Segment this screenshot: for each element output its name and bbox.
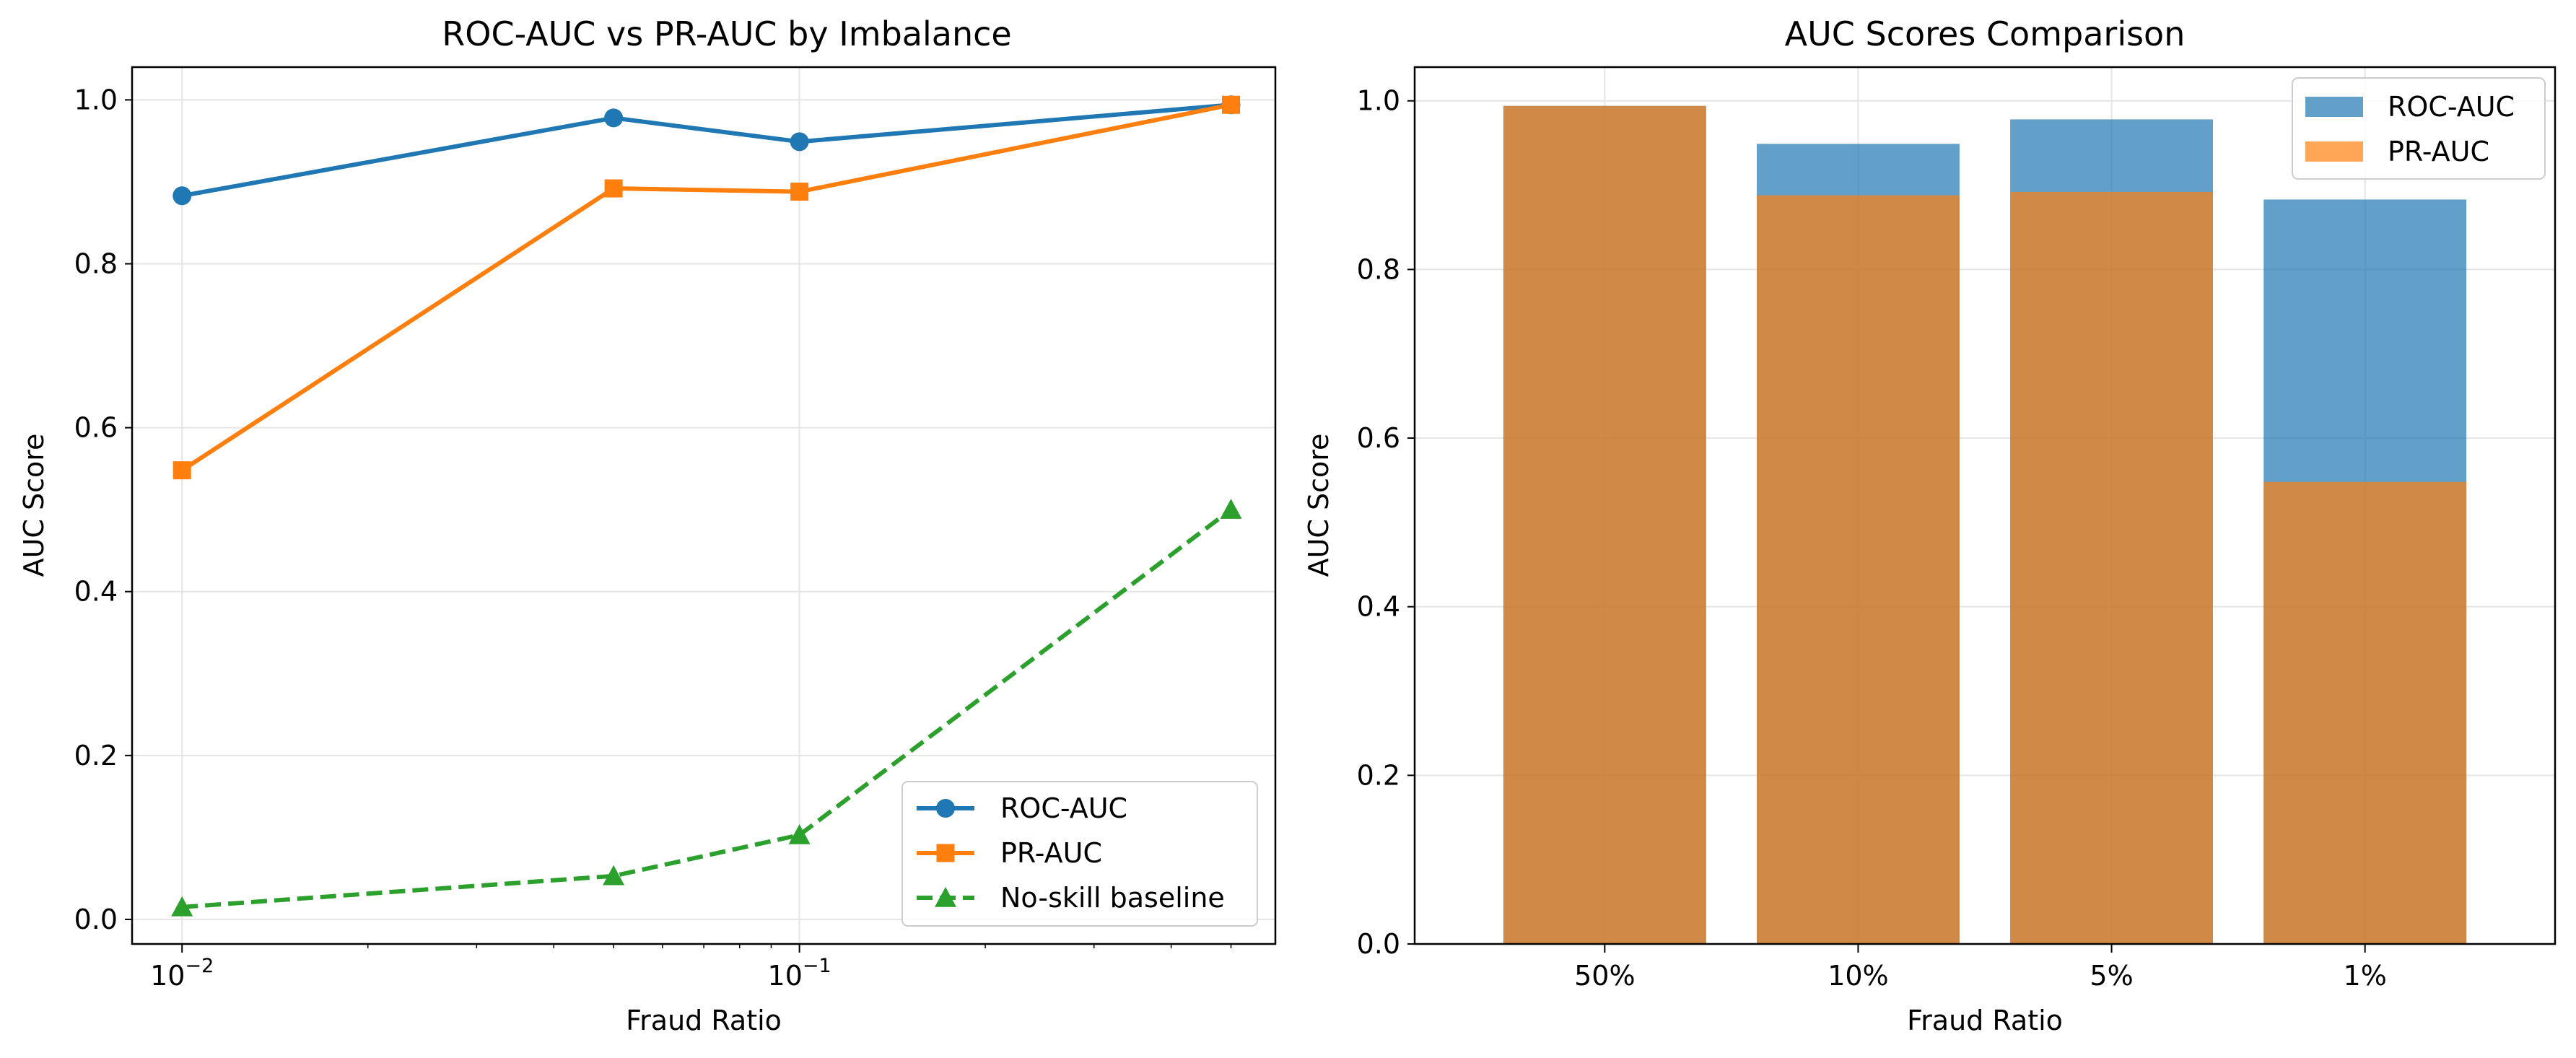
left-data-point	[790, 132, 809, 152]
right-x-tick-label: 10%	[1828, 960, 1888, 992]
left-series-2	[171, 499, 1242, 917]
left-x-tick-label: 10−2	[150, 955, 214, 992]
right-y-tick-label: 0.6	[1357, 422, 1400, 454]
left-legend-item: PR-AUC	[917, 837, 1102, 869]
right-x-tick-label: 1%	[2344, 960, 2387, 992]
right-y-tick-label: 0.0	[1357, 928, 1400, 960]
right-x-axis-label: Fraud Ratio	[1907, 1005, 2063, 1036]
bar	[2263, 481, 2467, 944]
left-data-point	[603, 865, 625, 886]
right-x-tick-label: 5%	[2090, 960, 2133, 992]
left-y-tick-label: 0.6	[74, 412, 118, 444]
left-legend-box	[901, 781, 1258, 927]
left-legend-item: No-skill baseline	[917, 882, 1225, 914]
right-plot-frame	[1413, 66, 2557, 945]
left-series-line	[182, 507, 1233, 909]
left-x-axis-label: Fraud Ratio	[626, 1005, 782, 1036]
left-legend-marker	[936, 844, 955, 862]
right-y-tick-label: 0.4	[1357, 591, 1400, 623]
left-x-tick-base: 10	[768, 960, 803, 992]
left-y-tick-label: 0.0	[74, 904, 118, 935]
left-legend-item: ROC-AUC	[917, 792, 1127, 824]
left-data-point	[788, 823, 811, 844]
left-legend-marker	[936, 799, 955, 818]
right-y-axis-label: AUC Score	[1303, 434, 1335, 577]
left-data-point	[1222, 95, 1241, 114]
right-bars-group	[1503, 105, 2467, 945]
right-legend-item: ROC-AUC	[2305, 91, 2515, 123]
left-data-point	[173, 186, 192, 206]
left-legend: ROC-AUC PR-AUC No-skill baseline	[901, 781, 1258, 927]
bar	[1757, 195, 1960, 945]
left-series-1	[173, 95, 1241, 480]
left-y-axis-label: AUC Score	[18, 434, 50, 577]
right-legend-label: PR-AUC	[2388, 136, 2489, 167]
left-ticks: 0.00.20.40.60.81.010−2 10−1	[74, 84, 1232, 992]
left-series-group	[171, 95, 1242, 917]
right-bar-series-1	[1503, 105, 2467, 945]
right-chart-title: AUC Scores Comparison	[1785, 14, 2186, 53]
left-data-point	[1220, 499, 1242, 519]
left-y-tick-label: 1.0	[74, 84, 118, 115]
left-data-point	[604, 179, 623, 198]
left-series-line	[180, 102, 1232, 473]
left-legend-label: ROC-AUC	[1000, 792, 1127, 824]
right-y-tick-label: 0.2	[1357, 759, 1400, 791]
left-x-tick-exponent: −2	[185, 955, 214, 977]
right-x-tick-label: 50%	[1574, 960, 1635, 992]
left-x-tick-base: 10	[150, 960, 185, 992]
auc-bar-chart: AUC Scores Comparison 0.0 0.2 0.4 0.6 0.8 1.0…	[1303, 14, 2557, 1036]
right-legend-swatch	[2305, 97, 2363, 117]
left-gridlines	[132, 67, 1275, 944]
left-data-point	[790, 183, 809, 201]
left-legend-label: PR-AUC	[1000, 837, 1102, 869]
roc-pr-line-chart: ROC-AUC vs PR-AUC by Imbalance 0.0 0.2 0.4…	[18, 14, 1277, 1036]
right-legend: ROC-AUC PR-AUC	[2292, 77, 2546, 180]
left-x-tick-label: 10−1	[768, 955, 831, 992]
left-x-tick-exponent: −1	[803, 955, 831, 977]
left-y-tick-label: 0.8	[74, 248, 118, 280]
right-y-tick-label: 0.8	[1357, 253, 1400, 285]
right-y-tick-label: 1.0	[1357, 85, 1400, 117]
right-legend-swatch	[2305, 141, 2363, 162]
left-legend-marker	[935, 887, 956, 907]
right-legend-label: ROC-AUC	[2388, 91, 2515, 123]
left-series-line	[181, 102, 1231, 198]
right-ticks: 0.0 0.2 0.4 0.6 0.8 1.0 50% 10% 5% 1%	[1357, 85, 2387, 992]
left-y-tick-label: 0.4	[74, 576, 118, 608]
left-chart-title: ROC-AUC vs PR-AUC by Imbalance	[442, 14, 1011, 53]
left-data-point	[604, 108, 624, 128]
left-data-point	[171, 896, 193, 917]
bar	[2010, 191, 2213, 945]
left-data-point	[173, 461, 191, 480]
left-y-tick-label: 0.2	[74, 740, 118, 771]
right-legend-item: PR-AUC	[2305, 136, 2489, 167]
bar	[1503, 105, 1706, 945]
left-legend-label: No-skill baseline	[1000, 882, 1225, 914]
